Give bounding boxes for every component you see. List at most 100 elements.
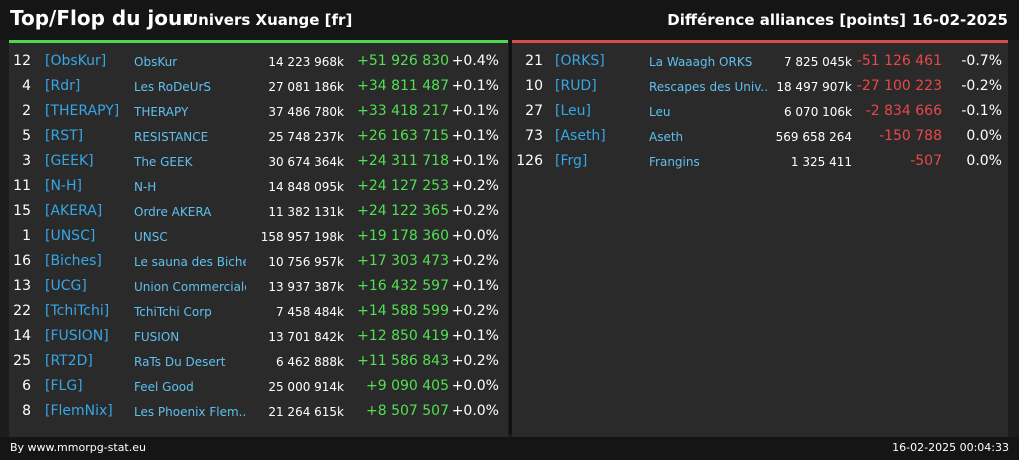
diff-cell: +11 586 843 <box>357 353 449 369</box>
alliance-tag-link[interactable]: [Leu] <box>555 103 591 119</box>
top-row: 16 [Biches] Le sauna des Biches 10 756 957k… <box>9 249 508 274</box>
header: Top/Flop du jour Univers Xuange [fr] Dif… <box>0 0 1019 40</box>
alliance-name-link[interactable]: ObsKur <box>134 55 178 69</box>
points-cell: 7 825 045k <box>783 55 852 69</box>
alliance-tag-link[interactable]: [UCG] <box>45 278 87 294</box>
alliance-tag-link[interactable]: [N-H] <box>45 178 82 194</box>
diff-cell: -150 788 <box>879 128 942 144</box>
points-cell: 14 848 095k <box>268 180 344 194</box>
percent-cell: +0.2% <box>451 303 499 319</box>
flop-row: 10 [RUD] Rescapes des Univ... 18 497 907k -2… <box>512 74 1008 99</box>
alliance-tag-link[interactable]: [Frg] <box>555 153 588 169</box>
page-title: Top/Flop du jour <box>10 6 193 30</box>
alliance-tag-link[interactable]: [FlemNix] <box>45 403 113 419</box>
top-row: 13 [UCG] Union Commerciale... 13 937 387k +1… <box>9 274 508 299</box>
alliance-tag-link[interactable]: [RUD] <box>555 78 597 94</box>
alliance-tag-link[interactable]: [Aseth] <box>555 128 606 144</box>
flop-row: 73 [Aseth] Aseth 569 658 264 -150 788 0.0% <box>512 124 1008 149</box>
points-cell: 18 497 907k <box>776 80 852 94</box>
alliance-name-link[interactable]: Frangins <box>649 155 700 169</box>
date-label: 16-02-2025 <box>912 11 1008 29</box>
top-panel: 12 [ObsKur] ObsKur 14 223 968k +51 926 830 +0… <box>9 40 508 440</box>
diff-cell: +17 303 473 <box>357 253 449 269</box>
alliance-tag-link[interactable]: [Biches] <box>45 253 102 269</box>
universe-label: Univers Xuange [fr] <box>186 11 353 29</box>
rank-cell: 1 <box>22 228 31 244</box>
alliance-tag-link[interactable]: [ObsKur] <box>45 53 107 69</box>
percent-cell: -0.1% <box>961 103 1002 119</box>
top-row: 22 [TchiTchi] TchiTchi Corp 7 458 484k +14 5… <box>9 299 508 324</box>
alliance-name-link[interactable]: Les Phoenix Flem... <box>134 405 246 419</box>
alliance-name-link[interactable]: Le sauna des Biches <box>134 255 246 269</box>
percent-cell: +0.2% <box>451 178 499 194</box>
alliance-tag-link[interactable]: [AKERA] <box>45 203 103 219</box>
source-link[interactable]: By www.mmorpg-stat.eu <box>10 441 146 454</box>
alliance-tag-link[interactable]: [TchiTchi] <box>45 303 110 319</box>
alliance-name-link[interactable]: UNSC <box>134 230 168 244</box>
percent-cell: +0.1% <box>451 103 499 119</box>
alliance-name-link[interactable]: N-H <box>134 180 157 194</box>
diff-cell: +19 178 360 <box>357 228 449 244</box>
points-cell: 569 658 264 <box>775 130 852 144</box>
diff-cell: +24 122 365 <box>357 203 449 219</box>
alliance-tag-link[interactable]: [GEEK] <box>45 153 94 169</box>
alliance-tag-link[interactable]: [FLG] <box>45 378 83 394</box>
alliance-tag-link[interactable]: [THERAPY] <box>45 103 120 119</box>
rank-cell: 15 <box>13 203 31 219</box>
rank-cell: 22 <box>13 303 31 319</box>
diff-cell: +33 418 217 <box>357 103 449 119</box>
points-cell: 21 264 615k <box>268 405 344 419</box>
points-cell: 10 756 957k <box>268 255 344 269</box>
alliance-name-link[interactable]: Feel Good <box>134 380 194 394</box>
rank-cell: 11 <box>13 178 31 194</box>
rank-cell: 25 <box>13 353 31 369</box>
alliance-tag-link[interactable]: [UNSC] <box>45 228 96 244</box>
percent-cell: +0.2% <box>451 203 499 219</box>
footer: By www.mmorpg-stat.eu 16-02-2025 00:04:3… <box>0 437 1019 460</box>
top-row: 5 [RST] RESISTANCE 25 748 237k +26 163 715 +0… <box>9 124 508 149</box>
diff-cell: +24 311 718 <box>357 153 449 169</box>
alliance-name-link[interactable]: TchiTchi Corp <box>134 305 212 319</box>
alliance-name-link[interactable]: Union Commerciale... <box>134 280 246 294</box>
alliance-name-link[interactable]: Aseth <box>649 130 684 144</box>
diff-cell: +51 926 830 <box>357 53 449 69</box>
rank-cell: 10 <box>525 78 543 94</box>
alliance-name-link[interactable]: RESISTANCE <box>134 130 209 144</box>
points-cell: 7 458 484k <box>275 305 344 319</box>
points-cell: 13 937 387k <box>268 280 344 294</box>
flop-panel: 21 [ORKS] La Waaagh ORKS 7 825 045k -51 126 … <box>512 40 1008 440</box>
alliance-tag-link[interactable]: [Rdr] <box>45 78 81 94</box>
rank-cell: 13 <box>13 278 31 294</box>
top-row: 2 [THERAPY] THERAPY 37 486 780k +33 418 217 +… <box>9 99 508 124</box>
diff-cell: -2 834 666 <box>865 103 942 119</box>
diff-cell: +9 090 405 <box>366 378 449 394</box>
alliance-name-link[interactable]: Ordre AKERA <box>134 205 212 219</box>
alliance-name-link[interactable]: Rescapes des Univ... <box>649 80 769 94</box>
flop-row: 126 [Frg] Frangins 1 325 411 -507 0.0% <box>512 149 1008 174</box>
top-row: 3 [GEEK] The GEEK 30 674 364k +24 311 718 +0.… <box>9 149 508 174</box>
alliance-name-link[interactable]: Les RoDeUrS <box>134 80 212 94</box>
alliance-name-link[interactable]: THERAPY <box>134 105 189 119</box>
percent-cell: +0.0% <box>451 403 499 419</box>
alliance-name-link[interactable]: RaTs Du Desert <box>134 355 226 369</box>
rank-cell: 3 <box>22 153 31 169</box>
percent-cell: +0.1% <box>451 128 499 144</box>
alliance-name-link[interactable]: Leu <box>649 105 671 119</box>
top-row: 4 [Rdr] Les RoDeUrS 27 081 186k +34 811 487 +… <box>9 74 508 99</box>
points-cell: 25 748 237k <box>268 130 344 144</box>
points-cell: 6 070 106k <box>783 105 852 119</box>
timestamp: 16-02-2025 00:04:33 <box>892 441 1009 454</box>
percent-cell: +0.1% <box>451 278 499 294</box>
alliance-tag-link[interactable]: [RT2D] <box>45 353 93 369</box>
top-row: 25 [RT2D] RaTs Du Desert 6 462 888k +11 586 … <box>9 349 508 374</box>
alliance-tag-link[interactable]: [ORKS] <box>555 53 605 69</box>
percent-cell: +0.2% <box>451 253 499 269</box>
alliance-name-link[interactable]: La Waaagh ORKS <box>649 55 753 69</box>
alliance-tag-link[interactable]: [RST] <box>45 128 84 144</box>
alliance-name-link[interactable]: FUSION <box>134 330 180 344</box>
alliance-name-link[interactable]: The GEEK <box>134 155 193 169</box>
rank-cell: 8 <box>22 403 31 419</box>
rank-cell: 2 <box>22 103 31 119</box>
alliance-tag-link[interactable]: [FUSION] <box>45 328 109 344</box>
flop-row: 27 [Leu] Leu 6 070 106k -2 834 666 -0.1% <box>512 99 1008 124</box>
